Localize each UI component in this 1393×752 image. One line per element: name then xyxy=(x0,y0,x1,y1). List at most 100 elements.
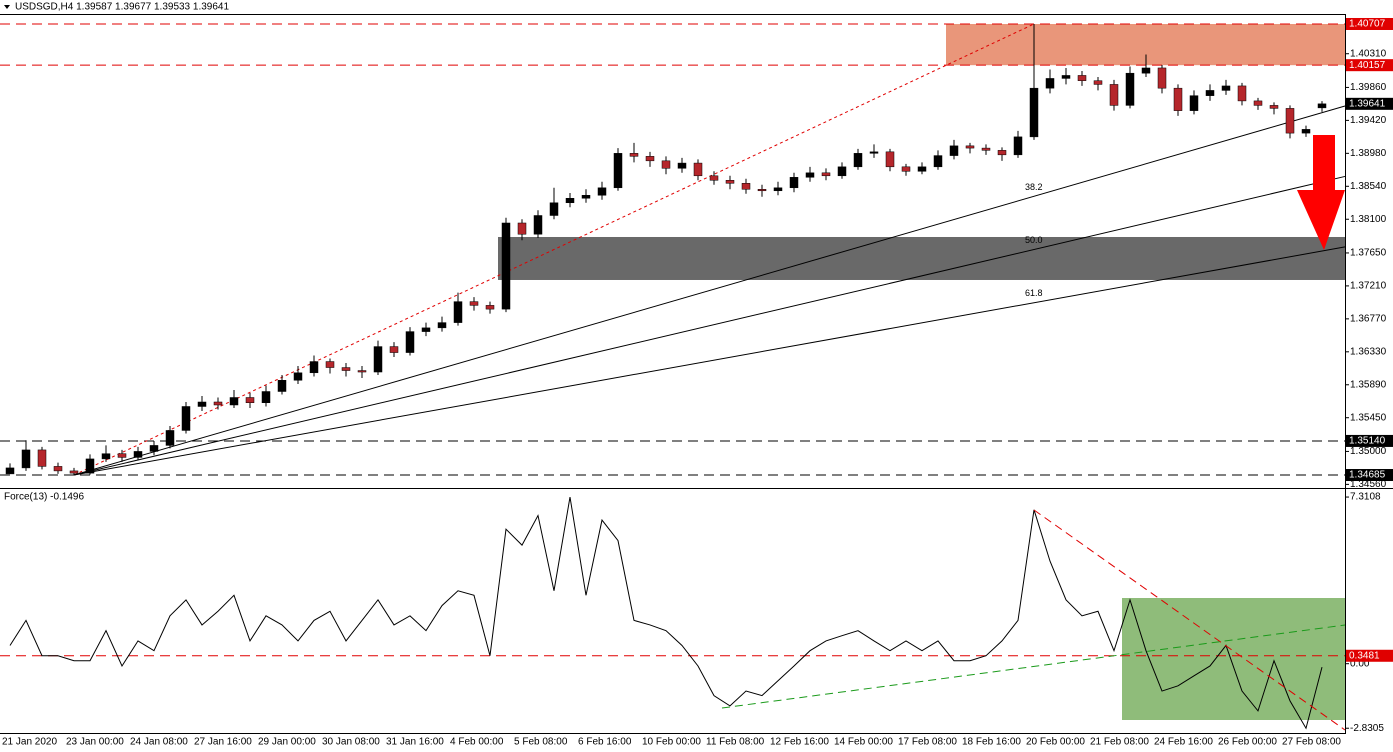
candle-body xyxy=(197,401,207,407)
candle-body xyxy=(149,445,159,452)
candle-body xyxy=(85,458,95,474)
candle-body xyxy=(1045,78,1055,89)
y-tick-label: 1.35890 xyxy=(1350,379,1387,390)
resistance-trendline xyxy=(1033,509,1346,731)
x-tick-label: 24 Jan 08:00 xyxy=(130,737,188,748)
candle-body xyxy=(293,372,303,381)
candle-body xyxy=(885,151,895,168)
y-tick-label: 7.3108 xyxy=(1350,492,1381,503)
level-label-box xyxy=(1346,434,1393,447)
zone xyxy=(498,236,1345,280)
y-tick-label: 1.40310 xyxy=(1350,48,1387,59)
candle-body xyxy=(453,301,463,323)
candle-body xyxy=(1013,136,1023,156)
candle-body xyxy=(981,147,991,151)
level-label: 0.3481 xyxy=(1349,650,1380,661)
candle-body xyxy=(757,189,767,192)
x-tick-label: 23 Jan 00:00 xyxy=(66,737,124,748)
x-tick-label: 20 Feb 00:00 xyxy=(1026,737,1085,748)
x-tick-label: 14 Feb 00:00 xyxy=(834,737,893,748)
candle-body xyxy=(645,156,655,162)
candle-body xyxy=(1173,87,1183,111)
candle-body xyxy=(517,222,527,235)
candle-body xyxy=(5,467,15,475)
candle-body xyxy=(389,346,399,353)
candle-body xyxy=(1029,87,1039,138)
candle-body xyxy=(709,175,719,181)
y-tick-label: 1.34560 xyxy=(1350,479,1387,490)
y-tick-label: 1.38100 xyxy=(1350,214,1387,225)
candle-body xyxy=(613,153,623,189)
y-tick-label: 1.36770 xyxy=(1350,313,1387,324)
candle-body xyxy=(229,397,239,406)
price-foreground-layer: 38.2 50.0 61.8 xyxy=(5,23,1327,476)
candle-body xyxy=(181,406,191,431)
candle-body xyxy=(309,361,319,374)
level-label: 1.35140 xyxy=(1349,436,1386,447)
candle-body xyxy=(1317,103,1327,109)
x-tick-label: 11 Feb 08:00 xyxy=(706,737,765,748)
x-tick-label: 5 Feb 08:00 xyxy=(514,737,568,748)
x-tick-label: 30 Jan 08:00 xyxy=(322,737,380,748)
candle-body xyxy=(53,466,63,472)
x-tick-label: 6 Feb 16:00 xyxy=(578,737,632,748)
y-tick-label: 1.35000 xyxy=(1350,446,1387,457)
fan-line xyxy=(73,246,1346,476)
candle-body xyxy=(357,370,367,373)
candle-body xyxy=(869,151,879,154)
candle-body xyxy=(853,153,863,168)
y-tick-label: 1.39860 xyxy=(1350,82,1387,93)
candle-body xyxy=(1301,129,1311,134)
candle-body xyxy=(629,153,639,157)
candle-body xyxy=(693,162,703,177)
candle-body xyxy=(405,331,415,353)
collapse-icon xyxy=(4,5,10,9)
x-tick-label: 12 Feb 16:00 xyxy=(770,737,829,748)
y-tick-label: 0.00 xyxy=(1350,658,1370,669)
candle-body xyxy=(741,183,751,190)
candle-body xyxy=(837,166,847,177)
candle-body xyxy=(101,453,111,460)
x-tick-label: 21 Feb 08:00 xyxy=(1090,737,1149,748)
candle-body xyxy=(1061,75,1071,79)
candle-body xyxy=(469,301,479,306)
candle-body xyxy=(485,305,495,310)
candle-body xyxy=(245,397,255,403)
level-label: 1.34685 xyxy=(1349,470,1386,481)
x-tick-label: 17 Feb 08:00 xyxy=(898,737,957,748)
candle-body xyxy=(1221,85,1231,91)
candle-body xyxy=(661,160,671,169)
candle-body xyxy=(21,449,31,469)
x-tick-label: 26 Feb 00:00 xyxy=(1218,737,1277,748)
candle-body xyxy=(821,172,831,177)
candle-body xyxy=(1237,85,1247,102)
y-tick-label: 1.36330 xyxy=(1350,346,1387,357)
candle-body xyxy=(133,451,143,458)
y-tick-label: 1.38540 xyxy=(1350,181,1387,192)
candle-body xyxy=(373,346,383,373)
chart-header: USDSGD,H4 1.39587 1.39677 1.39533 1.3964… xyxy=(15,2,229,13)
x-tick-label: 29 Jan 00:00 xyxy=(258,737,316,748)
candle-body xyxy=(1093,80,1103,85)
y-tick-label: 1.38980 xyxy=(1350,148,1387,159)
candle-body xyxy=(1269,105,1279,109)
candle-body xyxy=(677,162,687,169)
y-tick-label: 1.37210 xyxy=(1350,281,1387,292)
x-tick-label: 18 Feb 16:00 xyxy=(962,737,1021,748)
x-tick-label: 27 Feb 08:00 xyxy=(1282,737,1341,748)
current-price-label: 1.39641 xyxy=(1349,98,1386,109)
level-label: 1.40707 xyxy=(1349,19,1386,30)
candle-body xyxy=(533,215,543,235)
candle-body xyxy=(165,430,175,446)
candle-body xyxy=(437,322,447,329)
x-tick-label: 4 Feb 00:00 xyxy=(450,737,504,748)
candle-body xyxy=(1285,108,1295,134)
level-label-box xyxy=(1346,469,1393,482)
down-arrow xyxy=(1297,135,1345,250)
candle-body xyxy=(997,150,1007,156)
x-tick-label: 31 Jan 16:00 xyxy=(386,737,444,748)
candle-body xyxy=(565,198,575,204)
candle-body xyxy=(1141,67,1151,74)
candle-body xyxy=(965,145,975,149)
x-tick-label: 10 Feb 00:00 xyxy=(642,737,701,748)
